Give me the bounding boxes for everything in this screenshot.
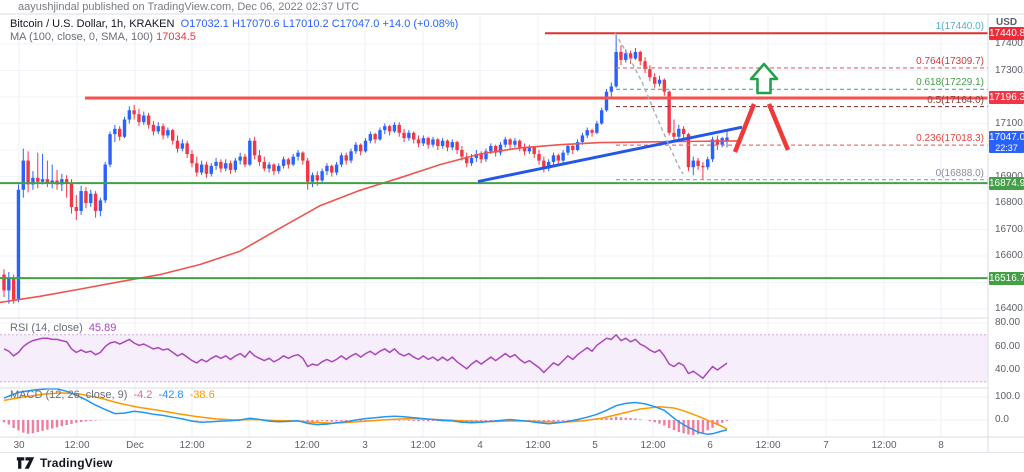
rsi-tick: 60.00 — [995, 340, 1021, 352]
chart-plot-area[interactable] — [0, 14, 988, 437]
price-tick: 17400.0 — [995, 38, 1024, 49]
tradingview-logo-icon[interactable] — [16, 456, 35, 470]
time-tick: 30 — [13, 440, 25, 451]
ohlc-close: C17047.0 — [331, 18, 380, 30]
footer-bar: TradingView — [0, 452, 1024, 472]
symbol-title[interactable]: Bitcoin / U.S. Dollar, 1h, KRAKEN — [10, 18, 175, 30]
fib-label[interactable]: 1(17440.0) — [935, 21, 984, 33]
fib-label[interactable]: 0(16888.0) — [935, 167, 984, 179]
time-tick: 12:00 — [294, 440, 320, 451]
price-tick: 16700.0 — [995, 223, 1024, 235]
ohlc-low: L17010.2 — [282, 18, 329, 30]
time-tick: 6 — [707, 440, 713, 451]
ohlc-open: O17032.1 — [180, 18, 229, 30]
price-tick: 16400.0 — [995, 303, 1024, 314]
countdown-timer: 22:37 — [995, 142, 1018, 153]
time-tick: 12:00 — [640, 440, 666, 451]
fib-label[interactable]: 0.236(17018.3) — [916, 133, 984, 145]
price-tag: 16874.9 — [989, 176, 1024, 190]
rsi-value: 45.89 — [88, 322, 117, 334]
time-axis[interactable] — [0, 437, 988, 452]
time-tick: 12:00 — [525, 440, 551, 451]
tradingview-brand-text[interactable]: TradingView — [40, 455, 113, 470]
fib-label[interactable]: 0.618(17229.1) — [916, 77, 984, 89]
fib-label[interactable]: 0.764(17309.7) — [916, 55, 984, 67]
time-tick: 12:00 — [755, 440, 781, 451]
time-tick: 12:00 — [179, 440, 205, 451]
price-tick: 16600.0 — [995, 250, 1024, 261]
time-tick: 5 — [592, 440, 598, 451]
ma-indicator-label[interactable]: MA (100, close, 0, SMA, 100) — [10, 31, 154, 43]
time-tick: 3 — [362, 440, 368, 451]
rsi-legend: RSI (14, close) 45.89 — [10, 322, 116, 334]
price-tick: 16900.0 — [995, 171, 1024, 182]
time-tick: 4 — [477, 440, 483, 451]
time-tick: 12:00 — [410, 440, 436, 451]
rsi-tick: 40.00 — [995, 364, 1021, 375]
time-tick: 7 — [823, 440, 829, 451]
price-tick: 16800.0 — [995, 197, 1024, 208]
time-tick: 12:00 — [871, 440, 897, 451]
macd-tick: 0.0 — [995, 414, 1009, 425]
price-tick: 17100.0 — [995, 117, 1024, 129]
ohlc-high: H17070.6 — [231, 18, 280, 30]
rsi-label[interactable]: RSI (14, close) — [10, 322, 83, 334]
price-tag: 17196.3 — [989, 91, 1024, 105]
price-tick: 17300.0 — [995, 64, 1024, 76]
price-tag: 16516.7 — [989, 271, 1024, 285]
time-tick: 2 — [246, 440, 252, 451]
ma-indicator-value: 17034.5 — [156, 31, 196, 43]
time-tick: 8 — [938, 440, 944, 451]
symbol-legend: Bitcoin / U.S. Dollar, 1h, KRAKEN O17032… — [10, 18, 458, 44]
time-tick: 12:00 — [64, 440, 90, 451]
time-tick: Dec — [126, 440, 144, 451]
price-change: +14.0 (+0.08%) — [382, 18, 459, 30]
attribution-text: aayushjindal published on TradingView.co… — [18, 1, 360, 13]
price-axis[interactable] — [988, 14, 1024, 437]
axis-currency-label[interactable]: USD — [996, 17, 1018, 28]
price-tag: 17047.0 22:37 — [989, 130, 1024, 153]
macd-tick: 100.0 — [995, 391, 1021, 402]
fib-label[interactable]: 0.5(17164.0) — [927, 94, 984, 106]
rsi-tick: 80.00 — [995, 317, 1021, 328]
